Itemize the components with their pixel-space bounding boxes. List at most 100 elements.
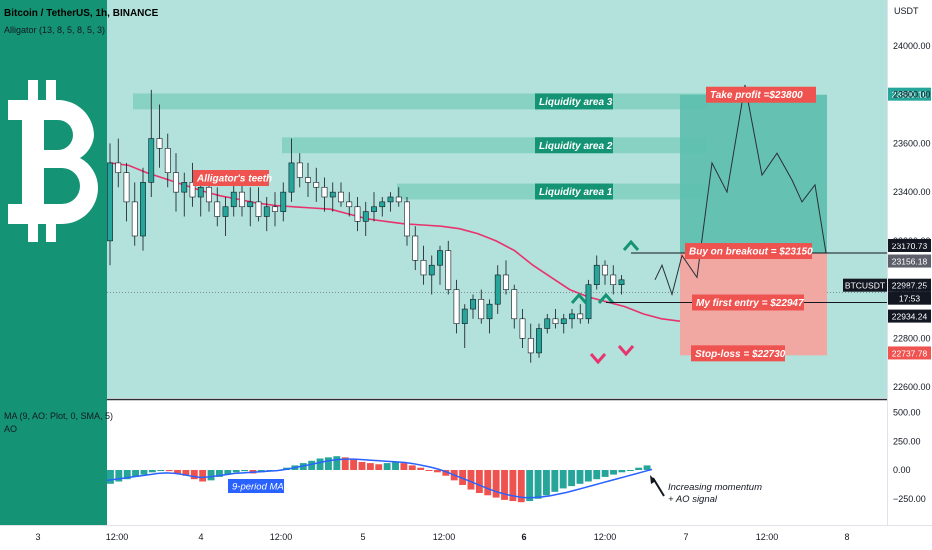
time-tick-label: 12:00: [433, 532, 456, 542]
ma-label: 9-period MA: [232, 482, 284, 493]
candle-body: [346, 201, 353, 208]
ma-label-bg: [228, 479, 284, 493]
candle-body: [395, 196, 402, 203]
candle-body: [577, 313, 584, 320]
ao-bar: [467, 470, 475, 490]
last-price-bg: [888, 278, 931, 292]
candle-body: [189, 182, 196, 198]
candle-body: [404, 201, 410, 237]
first-entry-label-bg: [692, 294, 804, 311]
ao-bar: [526, 470, 534, 502]
ao-bar: [610, 470, 617, 475]
ao-bar: [316, 458, 324, 470]
ao-bar: [568, 470, 576, 487]
projection-path: [654, 84, 827, 297]
ao-bar: [618, 470, 626, 473]
first-entry-label: My first entry = $22947: [696, 298, 804, 309]
candle-body: [379, 201, 386, 208]
candle-body: [321, 186, 328, 198]
candle-body: [197, 186, 204, 198]
price-tick-label: 22800.00: [893, 333, 931, 343]
buy-level: 23170.73: [892, 241, 928, 251]
candle-body: [288, 162, 295, 193]
price-tick-label: 23600.00: [893, 138, 931, 148]
take-profit-label: Take profit =$23800: [710, 90, 803, 101]
candle-body: [214, 201, 221, 217]
ao-bar: [492, 470, 500, 498]
ao-bar: [442, 470, 450, 476]
candle-body: [511, 289, 518, 320]
candle-body: [206, 186, 212, 203]
candle-body: [115, 162, 122, 173]
buy-level-2-bg: [888, 254, 931, 268]
ao-bar: [383, 463, 391, 470]
time-axis-bg: [0, 525, 932, 550]
candle-body: [230, 191, 237, 208]
candle-body: [420, 260, 427, 276]
ao-bar: [635, 467, 643, 470]
ao-bar: [425, 470, 433, 471]
countdown: 17:53: [899, 294, 921, 304]
ao-tick-label: 250.00: [893, 436, 921, 446]
price-tick-label: 22600.00: [893, 382, 931, 392]
stop-loss-label-bg: [691, 345, 785, 362]
ao-bar: [559, 470, 567, 489]
candle-body: [123, 172, 130, 203]
candle-body: [387, 196, 394, 203]
btcusdt-symbol: BTCUSDT: [845, 281, 885, 291]
buy-level-bg: [888, 238, 931, 252]
ao-bar: [501, 470, 508, 500]
candle-body: [503, 274, 509, 290]
ao-bar: [484, 470, 492, 496]
ao-bar: [190, 470, 198, 480]
down-arrow-icon: [589, 353, 607, 365]
ao-bar: [107, 470, 114, 484]
bitcoin-logo-icon: [8, 80, 98, 242]
candle-body: [272, 206, 278, 212]
candle-body: [148, 138, 155, 183]
ao-bar: [358, 461, 366, 470]
price-tick-label: 23000.00: [893, 285, 931, 295]
take-profit-zone: [680, 94, 827, 254]
take-profit-bg: [888, 87, 931, 101]
candle-body: [527, 337, 534, 354]
ao-bar: [601, 470, 609, 477]
liquidity-label-bg: [535, 93, 613, 110]
candle-body: [478, 299, 485, 320]
symbol-title: Bitcoin / TetherUS, 1h, BINANCE: [4, 8, 159, 19]
lower-panel-bg: [0, 401, 887, 525]
candle-body: [305, 177, 311, 183]
stop-loss-level: 22737.78: [892, 348, 928, 358]
ao-bar: [434, 470, 441, 473]
ao-bar: [626, 470, 634, 471]
take-profit: 23800.16: [892, 90, 928, 100]
ao-bar: [308, 460, 316, 470]
ao-bar: [157, 470, 165, 471]
time-tick-label: 8: [844, 532, 849, 542]
candle-body: [181, 182, 188, 193]
ao-bar: [115, 470, 123, 482]
liquidity-label: Liquidity area 1: [539, 187, 613, 198]
momentum-arrowhead-icon: [650, 475, 656, 484]
ao-bar: [551, 470, 559, 492]
indicator-legend: Alligator (13, 8, 5, 8, 5, 3): [4, 25, 106, 35]
ao-bar: [148, 470, 156, 473]
last-price: 22987.25: [892, 281, 928, 291]
ao-bar: [224, 470, 232, 475]
ao-bar: [325, 457, 332, 470]
ao-bar: [475, 470, 483, 493]
up-arrow-icon: [570, 292, 588, 304]
ao-bar: [400, 463, 408, 470]
candle-body: [107, 162, 113, 242]
ao-bar: [174, 470, 181, 474]
ao-bar: [643, 465, 651, 470]
chart-header: Bitcoin / TetherUS, 1h, BINANCE Alligato…: [4, 6, 158, 38]
ao-bar: [140, 470, 148, 475]
ao-bar: [341, 457, 349, 470]
candle-body: [610, 274, 617, 286]
candle-body: [371, 206, 377, 212]
candle-body: [461, 308, 468, 324]
candle-body: [156, 138, 163, 149]
price-tick-label: 23800.00: [893, 90, 931, 100]
